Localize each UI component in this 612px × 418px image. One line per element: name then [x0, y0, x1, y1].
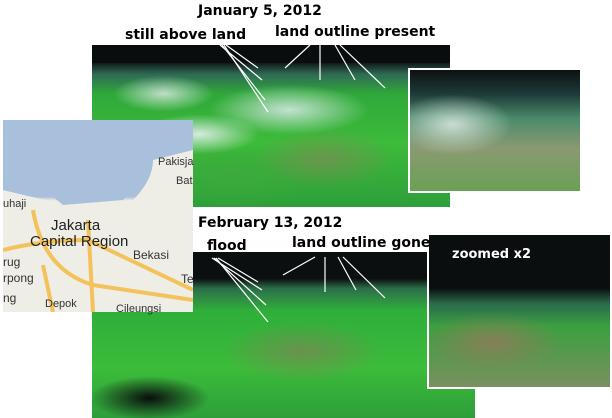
map-label: Bekasi: [133, 248, 170, 262]
zoomed-inset-feb: [427, 233, 612, 389]
jakarta-map: Pakisja Bat uhaji Jakarta Capital Region…: [3, 120, 194, 315]
dark-sea-jan: [92, 45, 450, 63]
date-label-jan: January 5, 2012: [198, 3, 322, 19]
map-label: Pakisja: [158, 156, 194, 168]
label-flood: flood: [207, 238, 247, 254]
map-label: rug: [3, 255, 21, 269]
zoomed-inset-jan: [408, 68, 582, 193]
map-label: Depok: [45, 298, 77, 310]
map-label: ng: [3, 291, 17, 305]
map-label: Capital Region: [30, 233, 129, 250]
label-land-outline-gone: land outline gone: [292, 235, 431, 251]
label-still-above-land: still above land: [125, 27, 247, 43]
label-zoomed-x2: zoomed x2: [452, 247, 532, 262]
date-label-feb: February 13, 2012: [198, 215, 343, 231]
map-roads: [3, 120, 193, 312]
map-label: Te: [181, 272, 194, 286]
label-land-outline-present: land outline present: [275, 24, 436, 40]
map-label: Cileungsi: [116, 303, 162, 315]
map-label: Bat: [176, 175, 193, 187]
map-label: rpong: [3, 271, 34, 285]
map-label: Jakarta: [51, 217, 101, 234]
map-label: uhaji: [3, 198, 27, 210]
